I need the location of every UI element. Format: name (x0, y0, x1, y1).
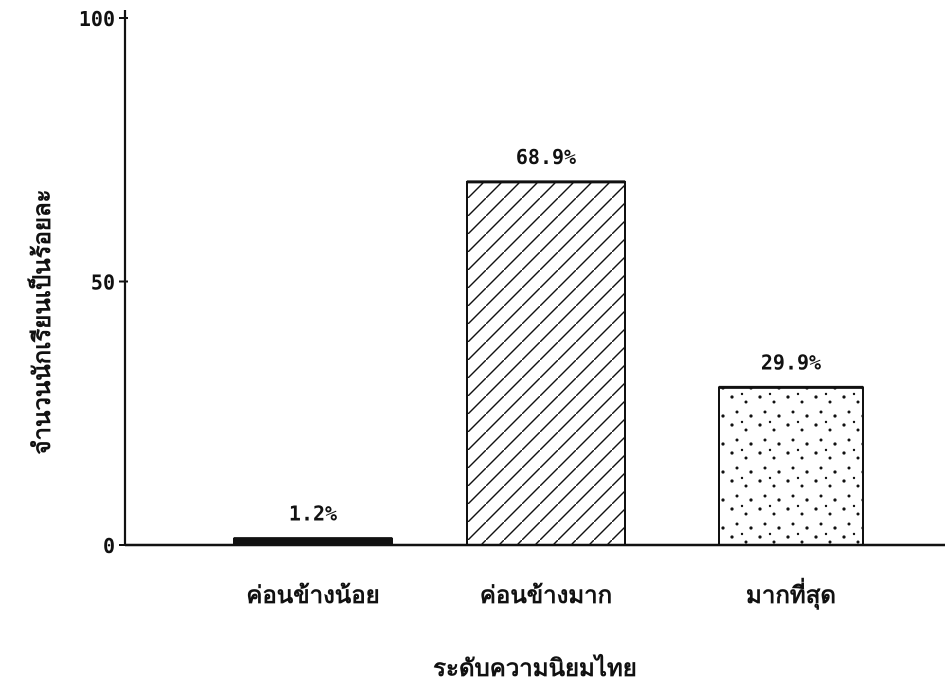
data-label-3: 29.9% (761, 350, 821, 374)
x-axis-title: ระดับความนิยมไทย (433, 653, 637, 682)
y-tick-label-100: 100 (79, 7, 115, 31)
y-tick-label-0: 0 (103, 534, 115, 558)
data-label-2: 68.9% (516, 145, 576, 169)
category-label-2: ค่อนข้างมาก (480, 581, 612, 609)
category-label-3: มากที่สุด (746, 577, 836, 611)
data-label-1: 1.2% (289, 502, 337, 526)
y-axis-title: จำนวนนักเรียนเป็นร้อยละ (27, 189, 56, 454)
y-tick-label-50: 50 (91, 271, 115, 295)
category-label-1: ค่อนข้างน้อย (246, 581, 379, 609)
bar-3 (718, 386, 864, 546)
bar-2 (466, 180, 626, 546)
